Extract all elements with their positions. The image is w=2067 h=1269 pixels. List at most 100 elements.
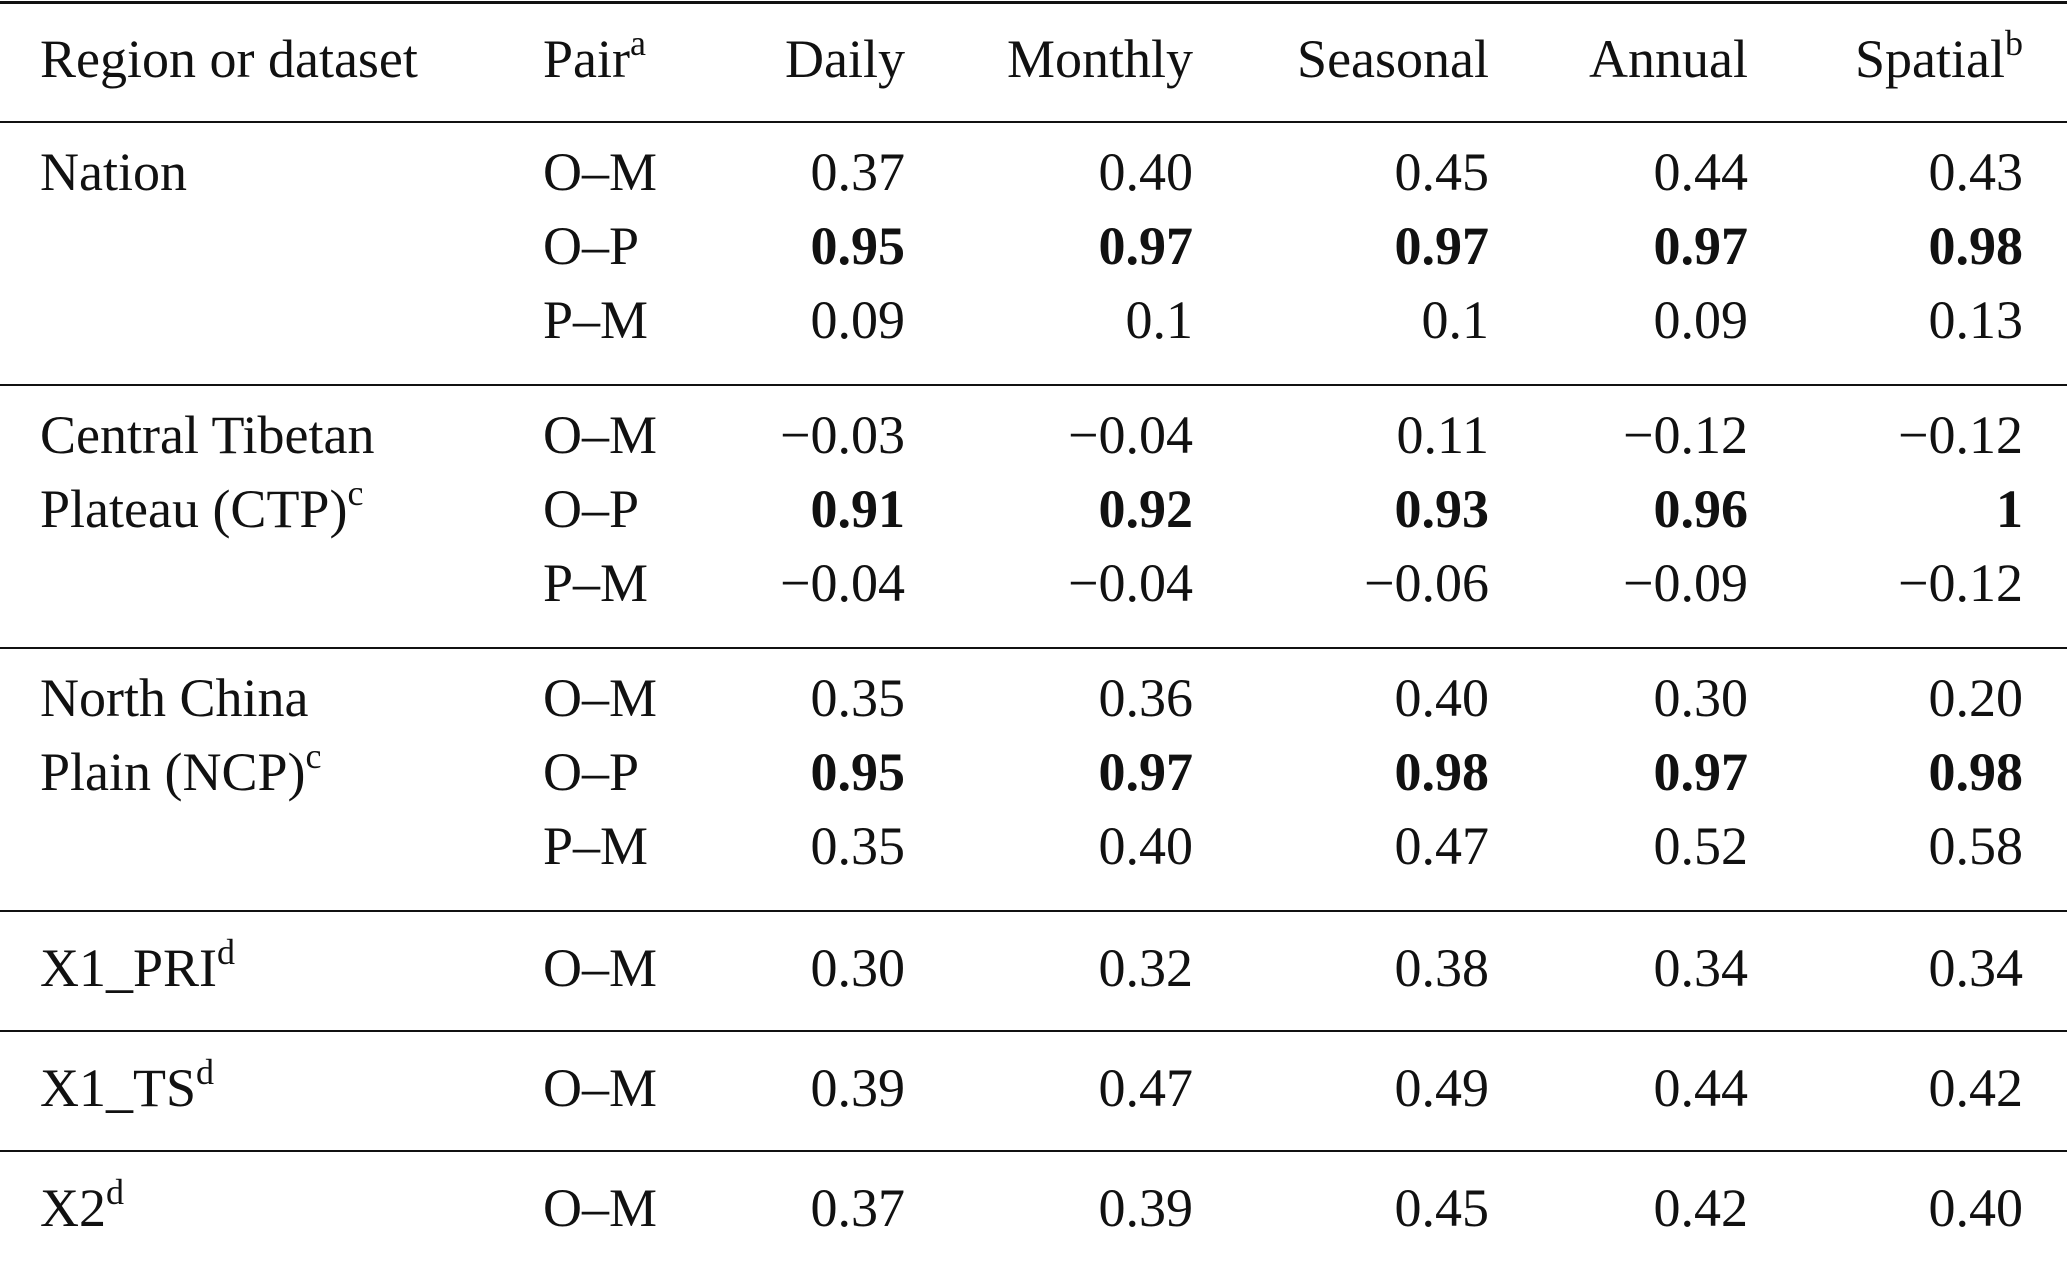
value-cell: 0.45: [1395, 1171, 1490, 1245]
pair-label: P–M: [543, 546, 648, 620]
value-text: 0.40: [1098, 816, 1194, 876]
value-text: 0.44: [1653, 1058, 1749, 1118]
value-text: 0.30: [810, 938, 906, 998]
pair-text: O–M: [543, 938, 658, 998]
value-cell: 0.30: [1654, 661, 1749, 735]
value-text: 0.98: [1928, 216, 2024, 276]
value-cell: −0.09: [1623, 546, 1748, 620]
pair-text: O–P: [543, 742, 640, 802]
value-cell: 0.11: [1397, 398, 1490, 472]
value-text: 0.13: [1928, 290, 2024, 350]
region-label: X1_PRId: [40, 931, 235, 1005]
header-cell: Seasonal: [1297, 22, 1489, 96]
value-text: 0.96: [1653, 479, 1749, 539]
table-rule: [0, 1150, 2067, 1152]
value-text: 0.42: [1653, 1178, 1749, 1238]
value-text: 0.45: [1394, 142, 1490, 202]
pair-text: O–M: [543, 405, 658, 465]
value-cell: 0.42: [1929, 1051, 2024, 1125]
value-text: 0.97: [1653, 742, 1749, 802]
value-cell: 0.95: [811, 735, 906, 809]
pair-label: O–M: [543, 661, 657, 735]
header-text: Pair: [543, 29, 630, 89]
value-cell: 0.30: [811, 931, 906, 1005]
value-text: 0.37: [810, 142, 906, 202]
region-label: X2d: [40, 1171, 124, 1245]
value-cell: 0.42: [1654, 1171, 1749, 1245]
value-text: 0.39: [1098, 1178, 1194, 1238]
value-text: 0.42: [1928, 1058, 2024, 1118]
region-footnote: c: [347, 473, 364, 513]
value-text: 0.30: [1653, 668, 1749, 728]
header-text: Spatial: [1855, 29, 2005, 89]
value-cell: 0.40: [1099, 135, 1194, 209]
header-cell: Region or dataset: [40, 22, 418, 96]
value-text: 0.36: [1098, 668, 1194, 728]
value-cell: 0.45: [1395, 135, 1490, 209]
pair-label: O–P: [543, 209, 639, 283]
value-text: −0.04: [1068, 405, 1193, 465]
header-text: Seasonal: [1297, 29, 1489, 89]
value-cell: 0.98: [1929, 735, 2024, 809]
value-text: 0.97: [1098, 742, 1194, 802]
region-text: Nation: [40, 142, 187, 202]
value-cell: 0.09: [1654, 283, 1749, 357]
value-cell: 0.39: [1099, 1171, 1194, 1245]
table-rule: [0, 1, 2067, 4]
pair-label: O–P: [543, 735, 639, 809]
table-rule: [0, 910, 2067, 912]
value-text: 0.47: [1098, 1058, 1194, 1118]
value-text: 0.38: [1394, 938, 1490, 998]
value-cell: 0.32: [1099, 931, 1194, 1005]
value-cell: 0.58: [1929, 809, 2024, 883]
value-cell: 1: [1996, 472, 2023, 546]
value-text: 0.49: [1394, 1058, 1490, 1118]
value-cell: 0.40: [1395, 661, 1490, 735]
value-text: 0.20: [1928, 668, 2024, 728]
value-text: 0.37: [810, 1178, 906, 1238]
pair-text: O–M: [543, 668, 658, 728]
value-cell: −0.12: [1898, 546, 2023, 620]
value-text: 0.43: [1928, 142, 2024, 202]
pair-text: O–M: [543, 1058, 658, 1118]
region-text: North China: [40, 668, 309, 728]
header-cell: Paira: [543, 22, 646, 96]
header-cell: Daily: [785, 22, 905, 96]
value-cell: 0.97: [1395, 209, 1490, 283]
pair-label: O–M: [543, 135, 657, 209]
value-text: 0.97: [1653, 216, 1749, 276]
pair-text: P–M: [543, 816, 649, 876]
region-footnote: d: [196, 1052, 215, 1092]
value-text: 0.11: [1396, 405, 1490, 465]
value-cell: 0.34: [1929, 931, 2024, 1005]
value-text: 0.34: [1653, 938, 1749, 998]
value-cell: 0.1: [1126, 283, 1194, 357]
value-cell: 0.93: [1395, 472, 1490, 546]
value-text: −0.06: [1364, 553, 1489, 613]
value-text: −0.09: [1623, 553, 1748, 613]
value-cell: 0.97: [1099, 209, 1194, 283]
value-cell: −0.03: [780, 398, 905, 472]
pair-label: O–M: [543, 1051, 657, 1125]
value-text: 0.45: [1394, 1178, 1490, 1238]
region-label: Plain (NCP)c: [40, 735, 322, 809]
value-cell: 0.95: [811, 209, 906, 283]
value-cell: 0.20: [1929, 661, 2024, 735]
value-text: 0.52: [1653, 816, 1749, 876]
value-cell: 0.36: [1099, 661, 1194, 735]
value-text: 0.91: [810, 479, 906, 539]
pair-text: P–M: [543, 553, 649, 613]
pair-text: O–P: [543, 479, 640, 539]
header-text: Daily: [785, 29, 905, 89]
value-text: 0.98: [1394, 742, 1490, 802]
value-cell: −0.06: [1364, 546, 1489, 620]
header-footnote: b: [2005, 23, 2023, 63]
pair-text: O–P: [543, 216, 640, 276]
value-cell: −0.04: [1068, 398, 1193, 472]
pair-label: O–P: [543, 472, 639, 546]
value-cell: 0.09: [811, 283, 906, 357]
value-cell: 0.37: [811, 1171, 906, 1245]
value-cell: 0.37: [811, 135, 906, 209]
value-text: 1: [1996, 479, 2023, 539]
